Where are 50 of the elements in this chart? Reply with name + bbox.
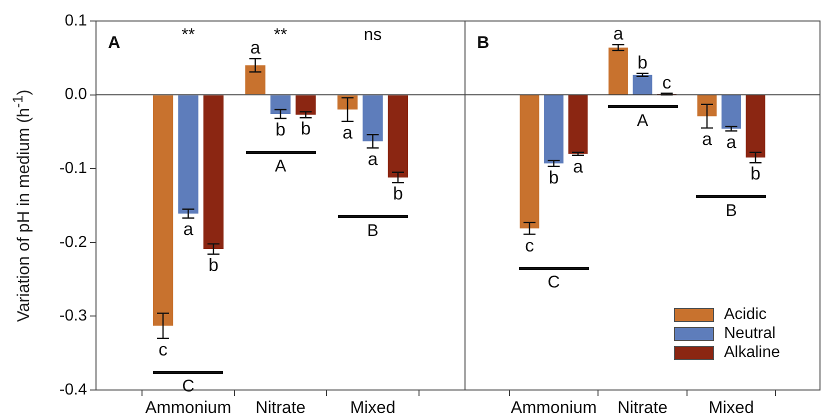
annotation: ns bbox=[364, 25, 382, 44]
legend-label: Acidic bbox=[724, 306, 767, 324]
x-tick-label: Ammonium bbox=[145, 398, 232, 416]
text: B bbox=[477, 33, 490, 52]
y-tick-label: -0.4 bbox=[59, 381, 88, 398]
y-tick-label: 0.1 bbox=[64, 12, 88, 30]
data-label: b bbox=[548, 167, 559, 188]
legend-label: Alkaline bbox=[724, 344, 780, 362]
data-label: a bbox=[613, 24, 624, 44]
x-tick-label: Nitrate bbox=[255, 398, 306, 416]
annotation: B bbox=[367, 220, 378, 240]
bar bbox=[632, 74, 652, 95]
y-tick-label: -0.2 bbox=[59, 234, 88, 251]
data-label: c bbox=[158, 339, 168, 360]
annotation: B bbox=[726, 200, 737, 220]
data-label: a bbox=[342, 122, 354, 142]
text: A bbox=[108, 33, 120, 52]
annotation: A bbox=[636, 110, 649, 130]
bar bbox=[608, 48, 628, 95]
x-tick-label: Nitrate bbox=[617, 398, 668, 416]
annotation: ** bbox=[274, 25, 288, 44]
data-label: b bbox=[637, 52, 648, 72]
data-label: b bbox=[275, 119, 286, 140]
data-label: a bbox=[183, 219, 194, 240]
data-label: a bbox=[368, 148, 379, 169]
x-tick-label: Mixed bbox=[708, 398, 754, 416]
data-label: c bbox=[524, 235, 534, 256]
annotation: ** bbox=[182, 25, 196, 44]
data-label: b bbox=[750, 164, 761, 184]
legend-label: Neutral bbox=[724, 324, 776, 342]
data-label: c bbox=[662, 72, 672, 92]
bar bbox=[722, 94, 741, 129]
y-tick-label: -0.3 bbox=[59, 308, 88, 325]
bar bbox=[520, 94, 540, 228]
bar bbox=[544, 94, 564, 164]
bar bbox=[568, 94, 588, 154]
data-label: a bbox=[726, 132, 738, 152]
annotation: A bbox=[274, 156, 287, 176]
annotation: C bbox=[548, 272, 560, 292]
bar bbox=[746, 94, 766, 158]
y-tick-label: -0.1 bbox=[59, 160, 88, 178]
y-tick-label: 0.0 bbox=[64, 86, 88, 104]
data-label: a bbox=[702, 128, 713, 149]
x-tick-label: Mixed bbox=[350, 398, 396, 416]
data-label: a bbox=[250, 38, 262, 58]
data-label: b bbox=[300, 118, 311, 139]
data-label: b bbox=[392, 184, 403, 204]
x-tick-label: Ammonium bbox=[510, 398, 597, 416]
data-label: b bbox=[208, 255, 218, 276]
data-label: a bbox=[573, 156, 584, 176]
